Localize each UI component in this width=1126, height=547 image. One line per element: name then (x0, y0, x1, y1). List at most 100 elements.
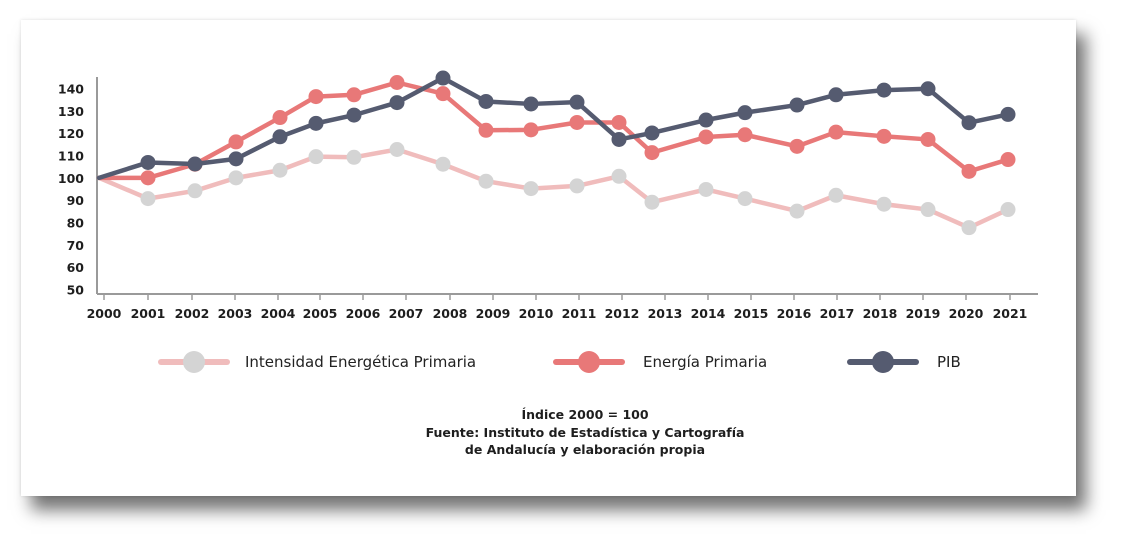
data-point (478, 173, 494, 189)
series-line (96, 147, 1011, 230)
x-tick-label: 2021 (993, 306, 1028, 321)
data-point (698, 112, 714, 128)
y-tick-label: 90 (67, 193, 85, 208)
legend-label-intensidad: Intensidad Energética Primaria (245, 353, 477, 371)
data-point (920, 202, 936, 218)
data-point (228, 134, 244, 150)
data-point (346, 149, 362, 165)
footnote-source-cont: de Andalucía y elaboración propia (464, 442, 706, 457)
x-axis-ticks: 2000 2001 2002 2003 2004 2005 2006 2007 2008 2009… (87, 294, 1028, 321)
data-point (789, 138, 805, 154)
legend-item-pib: PIB (847, 349, 977, 377)
x-tick-label: 2012 (605, 306, 640, 321)
y-tick-label: 100 (58, 171, 84, 186)
x-tick-label: 2014 (691, 306, 726, 321)
x-tick-label: 2009 (476, 306, 511, 321)
data-point (828, 87, 844, 103)
x-tick-label: 2000 (87, 306, 122, 321)
x-tick-label: 2018 (863, 306, 898, 321)
legend-swatch-dot (872, 351, 894, 373)
data-point (569, 178, 585, 194)
data-point (389, 95, 405, 111)
legend-item-intensidad: Intensidad Energética Primaria (158, 349, 518, 377)
data-point (389, 141, 405, 157)
data-point (435, 86, 451, 102)
data-point (961, 163, 977, 179)
data-point (920, 81, 936, 97)
y-tick-label: 70 (67, 238, 85, 253)
data-point (789, 203, 805, 219)
data-point (698, 129, 714, 145)
data-point (737, 191, 753, 207)
y-tick-label: 60 (67, 260, 85, 275)
data-point (346, 87, 362, 103)
data-point (644, 125, 660, 141)
x-tick-label: 2020 (949, 306, 984, 321)
chart-card (21, 20, 1076, 496)
x-tick-label: 2003 (218, 306, 253, 321)
series-group (96, 70, 1016, 236)
data-point (644, 145, 660, 161)
data-point (569, 94, 585, 110)
legend-label-energia: Energía Primaria (643, 353, 768, 371)
data-point (272, 162, 288, 178)
y-tick-label: 140 (58, 82, 84, 97)
data-point (140, 154, 156, 170)
data-point (228, 170, 244, 186)
data-point (308, 115, 324, 131)
data-point (569, 114, 585, 130)
y-tick-label: 80 (67, 216, 85, 231)
x-tick-label: 2017 (820, 306, 855, 321)
legend-swatch-dot (578, 351, 600, 373)
data-point (737, 127, 753, 143)
data-point (876, 196, 892, 212)
data-point (1000, 202, 1016, 218)
data-point (187, 183, 203, 199)
data-point (611, 168, 627, 184)
data-point (308, 149, 324, 165)
y-tick-label: 120 (58, 126, 84, 141)
data-point (523, 181, 539, 197)
x-tick-label: 2006 (346, 306, 381, 321)
x-tick-label: 2007 (389, 306, 424, 321)
x-tick-label: 2016 (777, 306, 812, 321)
x-tick-label: 2005 (303, 306, 338, 321)
series-line (96, 75, 1011, 181)
data-point (961, 115, 977, 131)
y-tick-label: 110 (58, 149, 84, 164)
data-point (435, 156, 451, 172)
x-tick-label: 2008 (433, 306, 468, 321)
data-point (140, 191, 156, 207)
axes (96, 77, 1038, 295)
data-point (876, 128, 892, 144)
data-point (346, 107, 362, 123)
data-point (961, 220, 977, 236)
x-tick-label: 2019 (906, 306, 941, 321)
legend-item-energia: Energía Primaria (553, 349, 803, 377)
legend-label-pib: PIB (937, 353, 961, 371)
y-tick-label: 50 (67, 283, 85, 298)
y-axis-ticks: 50 60 70 80 90 100 110 120 130 140 (58, 82, 84, 298)
series-2 (96, 75, 1016, 186)
data-point (523, 96, 539, 112)
data-point (611, 114, 627, 130)
data-point (140, 170, 156, 186)
data-point (478, 93, 494, 109)
data-point (876, 82, 892, 98)
x-tick-label: 2001 (131, 306, 166, 321)
data-point (523, 122, 539, 138)
x-tick-label: 2010 (519, 306, 554, 321)
data-point (187, 156, 203, 172)
series-line (96, 80, 1011, 181)
data-point (308, 89, 324, 105)
x-tick-label: 2011 (562, 306, 597, 321)
data-point (920, 131, 936, 147)
data-point (272, 110, 288, 126)
data-point (737, 105, 753, 121)
data-point (828, 187, 844, 203)
data-point (228, 151, 244, 167)
data-point (698, 181, 714, 197)
y-tick-label: 130 (58, 104, 84, 119)
data-point (272, 129, 288, 145)
